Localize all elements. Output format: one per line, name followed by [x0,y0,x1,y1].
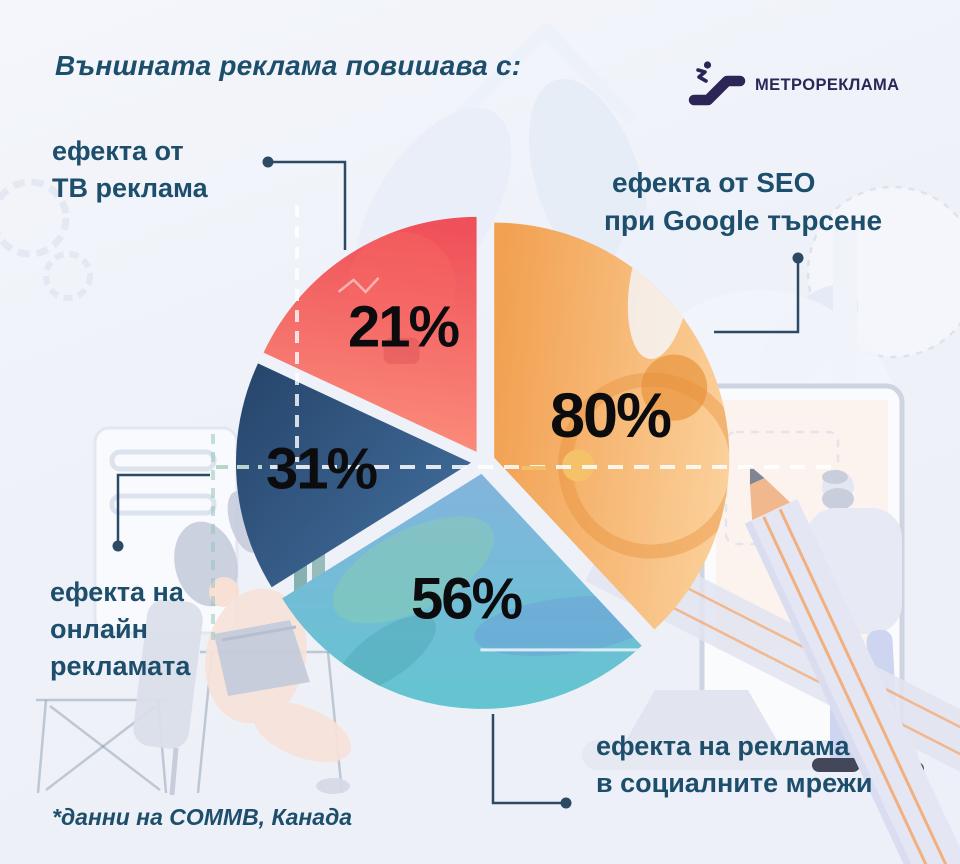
gear-icon [0,178,70,258]
lightbulb-overlay [337,231,456,364]
dashed-guides [211,205,836,640]
callout-online-line1: ефекта на [50,577,184,607]
callout-online-line2: онлайн [50,614,148,644]
gear-icon [43,251,93,301]
callout-tv-line2: ТВ реклама [52,173,208,203]
seated-person [133,491,352,796]
connector-social [491,714,566,805]
escalator-icon [688,61,746,106]
callout-social-line2: в социалните мрежи [596,768,873,798]
callout-tv: ефекта от ТВ реклама [52,133,208,207]
source-note: *данни на COMMB, Канада [52,804,353,830]
pct-label-seo: 80% [549,381,672,451]
callout-seo-line2: при Google търсене [604,205,883,236]
callout-social: ефекта на реклама в социалните мрежи [596,728,873,802]
brand-name: метрореклама [755,76,900,94]
callout-seo-line1: ефекта от SEO [612,167,816,198]
pie-slice-tv-21 [263,216,477,452]
connector-dot-tv [262,156,274,168]
pct-label-tv: 21% [347,294,460,360]
callout-social-line1: ефекта на реклама [596,731,850,761]
connector-tv [268,160,347,250]
callout-online-line3: рекламата [50,651,191,681]
pie-chart [235,216,730,709]
connector-dot-social [560,797,572,809]
callout-online: ефекта на онлайн рекламата [50,574,190,685]
connector-seo [714,258,800,334]
brand-logo: метрореклама [686,56,900,108]
connector-dot-online [112,540,124,552]
pie-slice-online-31 [235,363,471,588]
callout-connectors [112,156,804,809]
pie-slice-social-56 [282,473,642,709]
connector-online [116,473,210,546]
letter-a-outline [450,23,639,125]
pencil [744,466,960,864]
callout-seo: ефекта от SEO при Google търсене [604,164,882,240]
connector-dot-seo [792,252,804,264]
pct-label-online: 31% [265,436,378,502]
callout-tv-line1: ефекта от [52,136,184,166]
page-title: Външната реклама повишава с: [55,50,522,81]
pct-label-social: 56% [410,566,523,632]
